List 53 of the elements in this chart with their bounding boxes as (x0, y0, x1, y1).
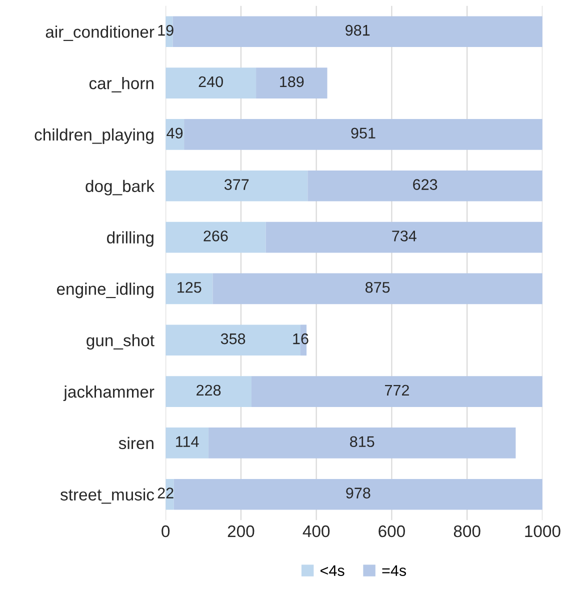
data-label: 772 (385, 384, 409, 396)
y-tick-label: siren (118, 436, 154, 450)
x-tick-label: 400 (302, 525, 330, 538)
bar (208, 428, 516, 458)
data-label: 16 (293, 333, 308, 344)
x-tick-label: 800 (454, 525, 480, 538)
data-label: 22 (158, 488, 174, 498)
data-label: 734 (392, 230, 416, 242)
y-tick-label: engine_idling (56, 282, 154, 298)
legend-label: =4s (382, 565, 406, 576)
y-tick-label: dog_bark (86, 180, 155, 196)
bar (266, 222, 542, 253)
bar (256, 68, 328, 98)
data-label: 266 (204, 230, 228, 242)
data-label: 240 (198, 76, 223, 88)
bar (166, 376, 252, 407)
bar (166, 68, 256, 98)
data-label: 19 (158, 24, 174, 36)
x-tick-label: 0 (162, 525, 170, 538)
bar (166, 222, 266, 253)
bar (174, 478, 542, 510)
x-tick-label: 600 (378, 525, 405, 538)
data-label: 875 (365, 282, 390, 293)
bar (166, 170, 308, 202)
bar (184, 119, 542, 150)
bar (166, 428, 209, 458)
legend-label: <4s (320, 565, 344, 576)
data-label: 125 (178, 282, 202, 293)
y-tick-label: car_horn (89, 76, 154, 92)
data-label: 981 (346, 24, 370, 36)
bar (308, 170, 542, 202)
data-label: 358 (220, 333, 246, 344)
data-label: 228 (196, 384, 221, 396)
bar (252, 376, 542, 407)
data-label: 623 (413, 179, 438, 190)
data-label: 189 (280, 76, 304, 88)
x-tick-label: 200 (228, 525, 254, 538)
data-label: 951 (351, 128, 376, 139)
x-tick-label: 1000 (525, 525, 560, 538)
y-tick-label: children_playing (34, 128, 154, 144)
data-label: 49 (166, 128, 183, 139)
bar (212, 273, 542, 304)
data-label: 377 (224, 179, 249, 190)
data-label: 114 (176, 436, 199, 447)
bar (172, 16, 542, 48)
y-tick-label: street_music (60, 488, 154, 504)
bar (166, 273, 213, 304)
y-tick-label: drilling (107, 231, 154, 247)
data-label: 815 (350, 436, 374, 448)
data-label: 978 (346, 488, 370, 498)
y-tick-label: air_conditioner (46, 26, 154, 41)
y-tick-label: gun_shot (86, 334, 154, 350)
y-tick-label: jackhammer (63, 386, 154, 402)
